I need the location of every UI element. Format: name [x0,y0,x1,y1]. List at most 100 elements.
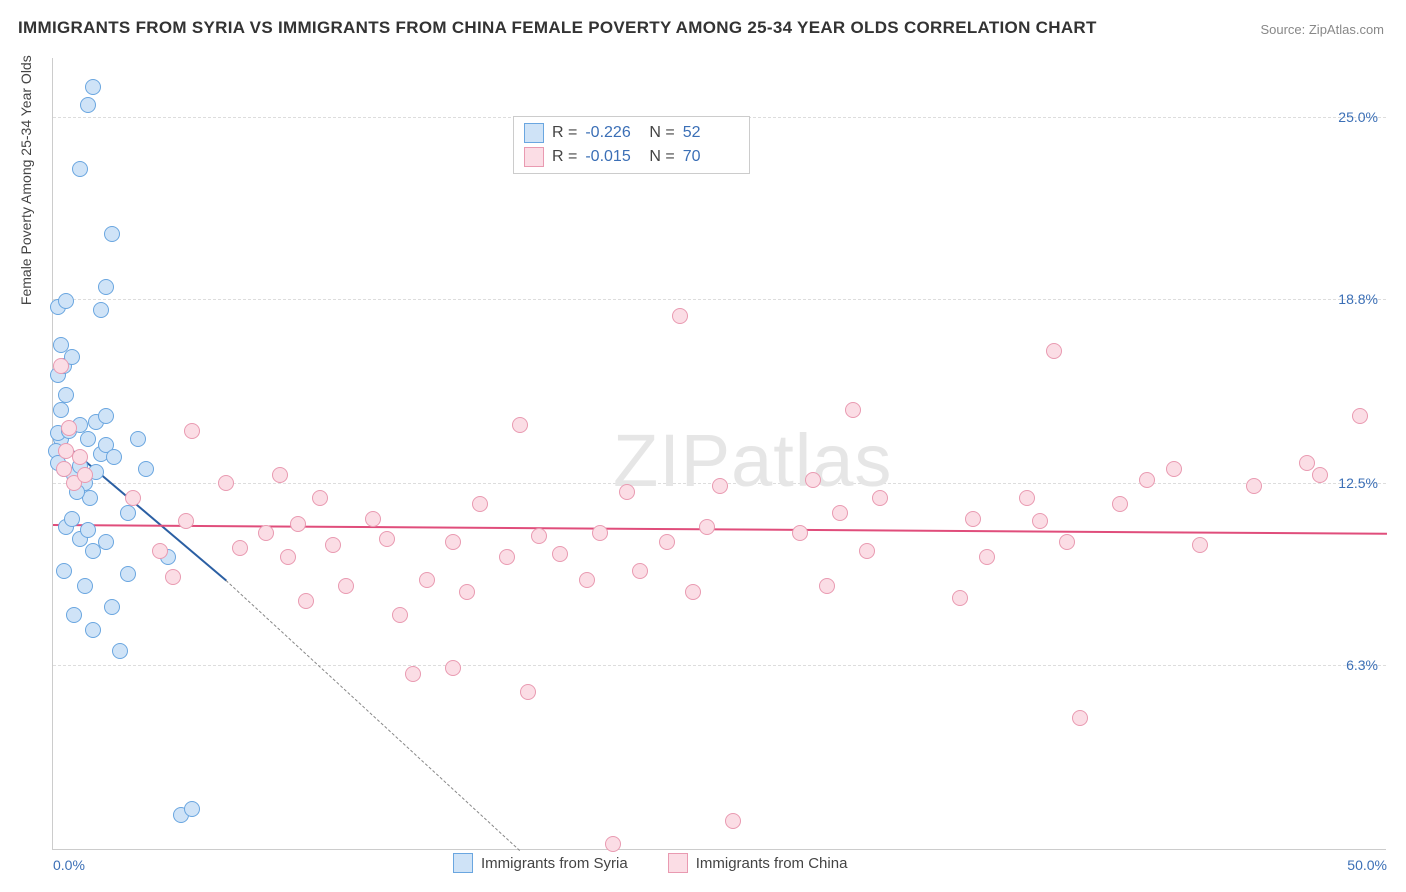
data-point [1246,478,1262,494]
gridline [53,665,1386,666]
series-legend: Immigrants from Syria Immigrants from Ch… [453,853,847,873]
data-point [85,79,101,95]
data-point [579,572,595,588]
data-point [80,522,96,538]
r-value-china: -0.015 [585,148,641,166]
data-point [104,599,120,615]
data-point [58,387,74,403]
data-point [1352,408,1368,424]
n-label: N = [649,148,674,166]
y-tick-label: 6.3% [1346,657,1378,673]
data-point [1139,472,1155,488]
data-point [138,461,154,477]
data-point [53,337,69,353]
source-label: Source: ZipAtlas.com [1260,22,1384,37]
data-point [379,531,395,547]
data-point [280,549,296,565]
legend-row-syria: R = -0.226 N = 52 [524,121,739,145]
data-point [792,525,808,541]
data-point [520,684,536,700]
legend-label-syria: Immigrants from Syria [481,855,628,872]
data-point [93,302,109,318]
data-point [112,643,128,659]
data-point [1032,513,1048,529]
y-tick-label: 18.8% [1338,291,1378,307]
watermark-light: atlas [731,419,892,502]
data-point [184,423,200,439]
data-point [1192,537,1208,553]
data-point [72,449,88,465]
data-point [325,537,341,553]
data-point [298,593,314,609]
data-point [819,578,835,594]
r-value-syria: -0.226 [585,124,641,142]
data-point [98,534,114,550]
data-point [290,516,306,532]
x-tick-label: 0.0% [53,857,85,873]
y-axis-title: Female Poverty Among 25-34 Year Olds [18,55,34,305]
data-point [725,813,741,829]
data-point [1072,710,1088,726]
data-point [832,505,848,521]
data-point [98,279,114,295]
data-point [405,666,421,682]
data-point [1299,455,1315,471]
data-point [152,543,168,559]
chart-title: IMMIGRANTS FROM SYRIA VS IMMIGRANTS FROM… [18,18,1097,38]
data-point [445,534,461,550]
data-point [845,402,861,418]
gridline [53,299,1386,300]
data-point [218,475,234,491]
swatch-syria [453,853,473,873]
data-point [1046,343,1062,359]
data-point [672,308,688,324]
data-point [72,161,88,177]
data-point [232,540,248,556]
data-point [952,590,968,606]
n-value-china: 70 [683,148,739,166]
correlation-legend: R = -0.226 N = 52 R = -0.015 N = 70 [513,116,750,174]
trend-line-extrapolated [226,580,520,851]
n-value-syria: 52 [683,124,739,142]
data-point [77,578,93,594]
legend-item-china: Immigrants from China [668,853,848,873]
data-point [685,584,701,600]
data-point [125,490,141,506]
n-label: N = [649,124,674,142]
data-point [531,528,547,544]
r-label: R = [552,148,577,166]
data-point [419,572,435,588]
y-tick-label: 12.5% [1338,475,1378,491]
data-point [85,622,101,638]
data-point [338,578,354,594]
data-point [659,534,675,550]
data-point [1059,534,1075,550]
data-point [1166,461,1182,477]
data-point [979,549,995,565]
data-point [98,408,114,424]
legend-row-china: R = -0.015 N = 70 [524,145,739,169]
swatch-china [668,853,688,873]
data-point [472,496,488,512]
data-point [258,525,274,541]
data-point [56,563,72,579]
data-point [712,478,728,494]
legend-item-syria: Immigrants from Syria [453,853,628,873]
data-point [632,563,648,579]
data-point [619,484,635,500]
data-point [459,584,475,600]
data-point [805,472,821,488]
data-point [130,431,146,447]
x-tick-label: 50.0% [1347,857,1387,873]
data-point [592,525,608,541]
data-point [66,607,82,623]
data-point [859,543,875,559]
data-point [605,836,621,852]
data-point [178,513,194,529]
swatch-china [524,147,544,167]
data-point [165,569,181,585]
data-point [104,226,120,242]
data-point [365,511,381,527]
data-point [64,511,80,527]
data-point [77,467,93,483]
